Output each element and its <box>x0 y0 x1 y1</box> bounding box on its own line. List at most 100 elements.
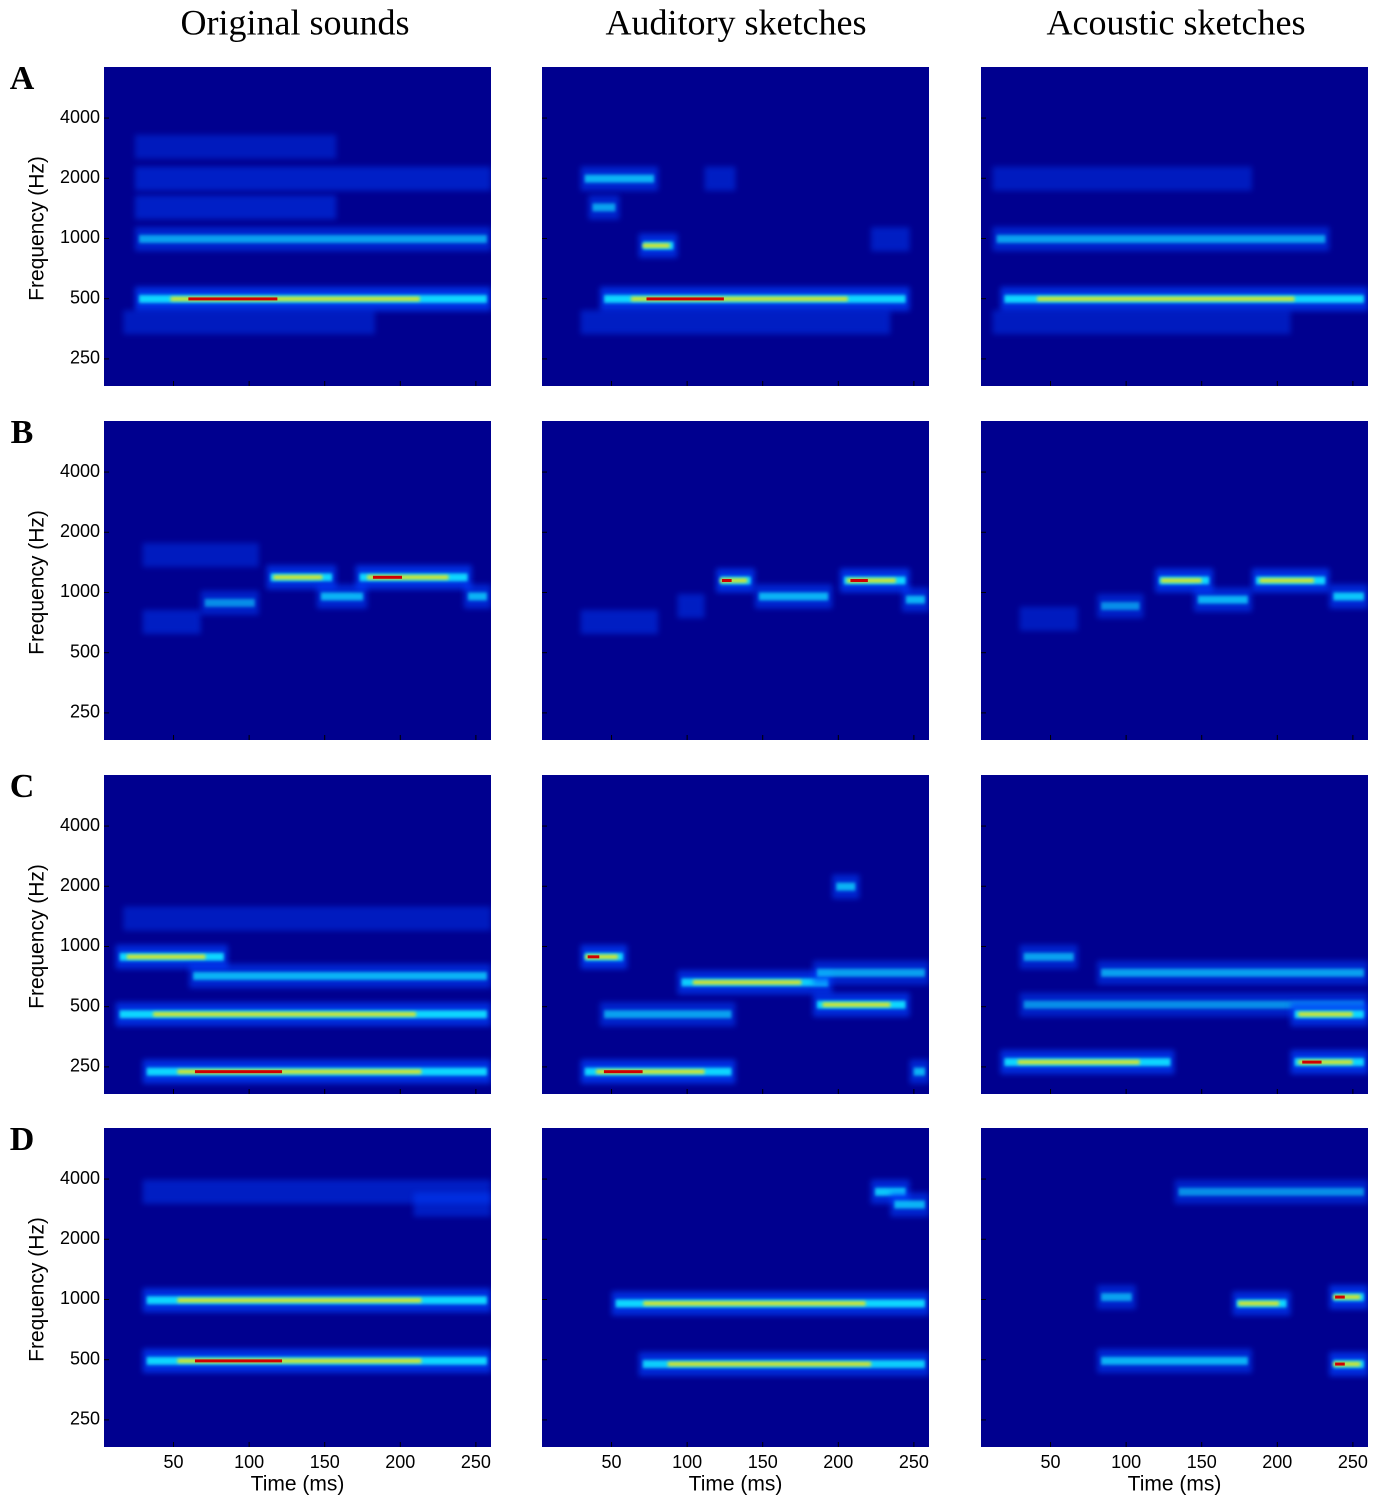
row-label: D <box>10 1121 35 1158</box>
band-mid <box>758 592 829 601</box>
spectrogram-content <box>115 906 491 1084</box>
x-tick-label: 200 <box>385 1452 415 1472</box>
row-label: B <box>11 414 34 451</box>
band-halo <box>677 594 705 619</box>
band-core <box>367 575 449 580</box>
band-mid <box>1023 952 1074 961</box>
spectrogram-content <box>580 166 910 335</box>
band-peak <box>1335 1295 1345 1299</box>
y-axis-label: Frequency (Hz) <box>26 510 49 655</box>
band-peak <box>721 579 732 582</box>
band-mid <box>592 203 616 212</box>
spectrogram <box>981 421 1368 740</box>
x-axis-label: Time (ms) <box>689 1473 783 1496</box>
band-peak <box>1335 1362 1345 1366</box>
x-tick-label: 50 <box>602 1452 622 1472</box>
band-peak <box>188 297 278 301</box>
band-core <box>170 296 420 301</box>
band-core <box>1017 1060 1140 1065</box>
band-core <box>1238 1301 1279 1306</box>
x-tick-label: 150 <box>310 1452 340 1472</box>
x-tick-label: 250 <box>899 1452 929 1472</box>
y-tick-label: 4000 <box>60 461 100 481</box>
band-mid <box>1333 592 1364 601</box>
band-core <box>1037 296 1295 301</box>
spectrogram <box>981 1128 1368 1447</box>
y-tick-label: 500 <box>70 287 100 307</box>
band-halo <box>134 166 491 191</box>
band-core <box>1259 578 1314 583</box>
column-title: Original sounds <box>181 2 410 42</box>
spectrogram-content <box>1000 944 1368 1075</box>
x-tick-label: 50 <box>164 1452 184 1472</box>
band-core <box>643 1301 866 1306</box>
x-tick-label: 250 <box>1338 1452 1368 1472</box>
band-halo <box>580 609 659 634</box>
band-mid <box>996 234 1326 243</box>
band-halo <box>704 166 736 191</box>
band-mid <box>193 971 487 980</box>
y-tick-label: 250 <box>70 1409 100 1429</box>
band-core <box>1160 578 1202 583</box>
panel <box>104 1128 491 1447</box>
y-axis-label: Frequency (Hz) <box>26 1217 49 1362</box>
spectrogram-content <box>142 542 491 634</box>
band-core <box>1333 1295 1361 1300</box>
band-peak <box>194 1359 283 1363</box>
spectrogram <box>542 421 929 740</box>
band-mid <box>1101 968 1364 977</box>
x-tick-label: 200 <box>1262 1452 1292 1472</box>
band-core <box>642 243 670 248</box>
y-axis-label: Frequency (Hz) <box>26 156 49 301</box>
band-core <box>631 296 848 301</box>
spectrogram-content <box>611 1179 929 1377</box>
x-tick-label: 100 <box>234 1452 264 1472</box>
band-peak <box>1302 1060 1322 1064</box>
band-core <box>585 954 618 959</box>
spectrogram <box>104 1128 491 1447</box>
spectrogram-content <box>1097 1179 1368 1377</box>
band-mid <box>905 595 925 604</box>
band-peak <box>646 297 724 301</box>
band-halo <box>134 134 337 159</box>
band-halo <box>1019 606 1078 631</box>
band-halo <box>123 906 491 931</box>
band-halo <box>870 227 910 252</box>
spectrogram <box>104 421 491 740</box>
band-peak <box>603 1070 643 1074</box>
band-mid <box>894 1200 925 1209</box>
spectrogram-content <box>142 1179 491 1373</box>
y-tick-label: 2000 <box>60 1228 100 1248</box>
band-core <box>1298 1012 1353 1017</box>
band-core <box>692 980 802 985</box>
band-core <box>1333 1362 1361 1367</box>
y-tick-label: 1000 <box>60 227 100 247</box>
band-core <box>177 1358 422 1363</box>
panel <box>542 67 929 386</box>
band-mid <box>584 174 655 183</box>
column-title: Acoustic sketches <box>1047 2 1306 42</box>
y-tick-label: 1000 <box>60 581 100 601</box>
band-core <box>720 578 748 583</box>
band-halo <box>123 310 375 335</box>
spectrogram <box>104 67 491 386</box>
y-tick-label: 500 <box>70 641 100 661</box>
band-peak <box>587 955 600 959</box>
band-mid <box>1178 1187 1364 1196</box>
spectrogram <box>981 775 1368 1094</box>
panel <box>981 67 1368 386</box>
band-mid <box>1023 1000 1364 1009</box>
y-tick-label: 500 <box>70 995 100 1015</box>
panel <box>542 775 929 1094</box>
band-core <box>126 954 206 959</box>
band-mid <box>836 882 856 891</box>
x-tick-label: 150 <box>1187 1452 1217 1472</box>
band-mid <box>1101 1293 1132 1302</box>
column-title: Auditory sketches <box>606 2 867 42</box>
x-tick-label: 100 <box>672 1452 702 1472</box>
band-core <box>273 575 323 580</box>
band-core <box>177 1298 422 1303</box>
spectrogram <box>542 1128 929 1447</box>
band-mid <box>1101 602 1140 611</box>
